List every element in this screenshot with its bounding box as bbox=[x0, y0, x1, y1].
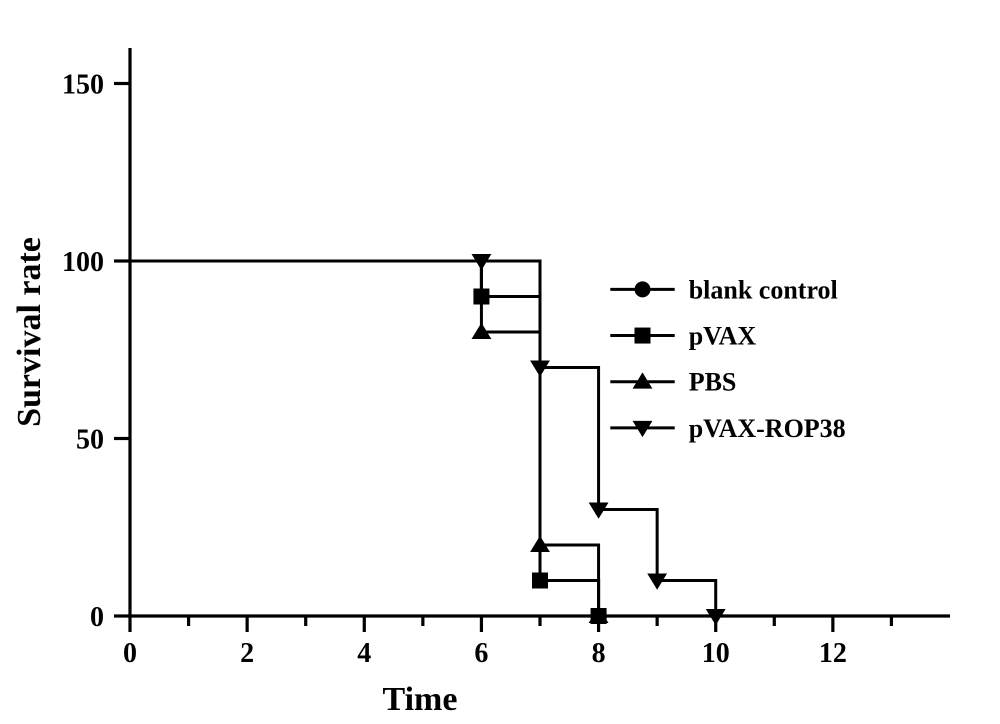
legend-label-blank_control: blank control bbox=[689, 275, 838, 304]
y-tick-label: 50 bbox=[76, 425, 104, 456]
x-tick-label: 6 bbox=[474, 638, 488, 669]
x-tick-label: 4 bbox=[357, 638, 371, 669]
chart-container: 0 2 4 6 8 10 12 0 50 100 150 Time Survival rate blank… bbox=[0, 0, 1000, 724]
legend-label-pvax: pVAX bbox=[689, 322, 757, 351]
y-axis-label: Survival rate bbox=[11, 237, 48, 427]
x-tick-label: 8 bbox=[592, 638, 606, 669]
x-tick-label: 2 bbox=[240, 638, 254, 669]
x-tick-label: 0 bbox=[123, 638, 137, 669]
series-line-pbs bbox=[130, 261, 599, 616]
y-tick-label: 150 bbox=[62, 70, 104, 101]
y-tick-label: 100 bbox=[62, 247, 104, 278]
chart-svg: 0 2 4 6 8 10 12 0 50 100 150 Time Survival rate blank… bbox=[0, 0, 1000, 724]
series-line-pvax bbox=[130, 261, 599, 616]
series-line-blank_control bbox=[130, 261, 599, 616]
legend-label-pbs: PBS bbox=[689, 368, 737, 397]
x-tick-label: 10 bbox=[702, 638, 730, 669]
series-line-pvax_rop38 bbox=[130, 261, 716, 616]
legend-label-pvax_rop38: pVAX-ROP38 bbox=[689, 414, 846, 443]
y-tick-label: 0 bbox=[90, 602, 104, 633]
x-axis-label: Time bbox=[383, 681, 458, 718]
x-tick-label: 12 bbox=[819, 638, 847, 669]
